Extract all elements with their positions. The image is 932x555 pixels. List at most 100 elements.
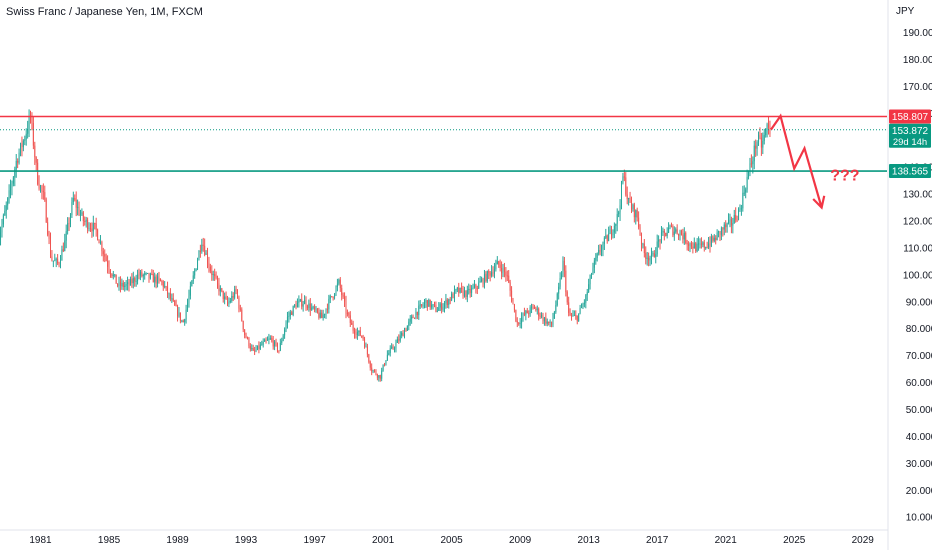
candle-body	[365, 346, 367, 348]
y-tick-label: 80.000	[906, 324, 932, 335]
candle-body	[191, 281, 193, 287]
candle-body	[121, 282, 123, 287]
candle-body	[139, 271, 141, 276]
candle-body	[48, 234, 50, 239]
candle-body	[755, 145, 757, 149]
candle-body	[709, 243, 711, 246]
candle-body	[268, 338, 270, 340]
candle-body	[432, 304, 434, 306]
candle-body	[352, 324, 354, 331]
candle-body	[732, 223, 734, 226]
candle-body	[272, 340, 274, 347]
candle-body	[385, 360, 387, 365]
candle-body	[389, 348, 391, 354]
candle-body	[372, 370, 374, 372]
candle-body	[695, 243, 697, 252]
candle-body	[164, 286, 166, 288]
candle-body	[418, 305, 420, 316]
candle-body	[255, 349, 257, 351]
candle-body	[178, 312, 180, 317]
candle-body	[531, 306, 533, 308]
candle-body	[184, 319, 186, 323]
y-tick-label: 70.000	[906, 351, 932, 362]
candle-body	[629, 198, 631, 203]
candle-body	[278, 350, 280, 352]
candle-body	[542, 315, 544, 322]
candle-body	[266, 339, 268, 341]
y-tick-label: 120.000	[903, 217, 932, 228]
candle-body	[234, 289, 236, 298]
candle-body	[716, 232, 718, 241]
candle-body	[25, 133, 27, 140]
candle-body	[423, 302, 425, 306]
candle-body	[256, 345, 258, 350]
candle-body	[722, 228, 724, 230]
candle-body	[446, 299, 448, 305]
candle-body	[616, 214, 618, 224]
candle-body	[202, 244, 204, 246]
candle-body	[308, 303, 310, 308]
candle-body	[215, 275, 217, 278]
candle-body	[626, 194, 628, 200]
candle-body	[565, 270, 567, 293]
candle-body	[536, 308, 538, 310]
candle-body	[98, 239, 100, 244]
candle-body	[655, 254, 657, 258]
candle-body	[710, 236, 712, 246]
candle-body	[289, 312, 291, 316]
candle-body	[54, 260, 56, 262]
candle-body	[87, 219, 89, 230]
candle-body	[682, 234, 684, 240]
y-tick-label: 30.000	[906, 459, 932, 470]
candle-body	[760, 137, 762, 148]
candle-body	[696, 243, 698, 252]
candle-body	[523, 313, 525, 315]
candle-body	[114, 274, 116, 276]
candle-body	[678, 233, 680, 236]
candle-body	[251, 348, 253, 350]
candle-body	[99, 242, 101, 244]
candle-body	[204, 245, 206, 255]
candle-body	[4, 210, 6, 216]
resistance-price-label: 158.807	[892, 112, 929, 123]
candle-body	[725, 224, 727, 228]
candle-body	[588, 284, 590, 293]
candle-body	[84, 221, 86, 223]
candle-body	[451, 293, 453, 301]
candle-body	[630, 202, 632, 209]
candle-body	[376, 374, 378, 378]
candle-body	[752, 161, 754, 165]
candle-body	[222, 290, 224, 300]
candle-body	[436, 310, 438, 312]
candle-body	[763, 135, 765, 141]
candle-body	[35, 157, 37, 163]
candle-body	[433, 304, 435, 306]
candle-body	[398, 339, 400, 341]
candle-body	[384, 364, 386, 366]
y-tick-label: 190.000	[903, 28, 932, 39]
candle-body	[516, 321, 518, 323]
candle-body	[549, 321, 551, 324]
candle-body	[582, 304, 584, 308]
candle-body	[766, 124, 768, 130]
x-tick-label: 2029	[852, 535, 875, 546]
candle-body	[346, 312, 348, 314]
candle-body	[650, 253, 652, 259]
candle-body	[301, 299, 303, 307]
candle-body	[680, 231, 682, 235]
x-tick-label: 2001	[372, 535, 395, 546]
candle-body	[302, 304, 304, 307]
candle-body	[252, 348, 254, 351]
current-price-tag	[889, 123, 931, 148]
candle-body	[442, 306, 444, 310]
candle-body	[208, 262, 210, 267]
candle-body	[74, 197, 76, 200]
candle-body	[425, 300, 427, 303]
candle-body	[468, 288, 470, 290]
candle-body	[759, 135, 761, 138]
candle-body	[462, 289, 464, 296]
candle-body	[364, 338, 366, 347]
candle-body	[428, 299, 430, 307]
